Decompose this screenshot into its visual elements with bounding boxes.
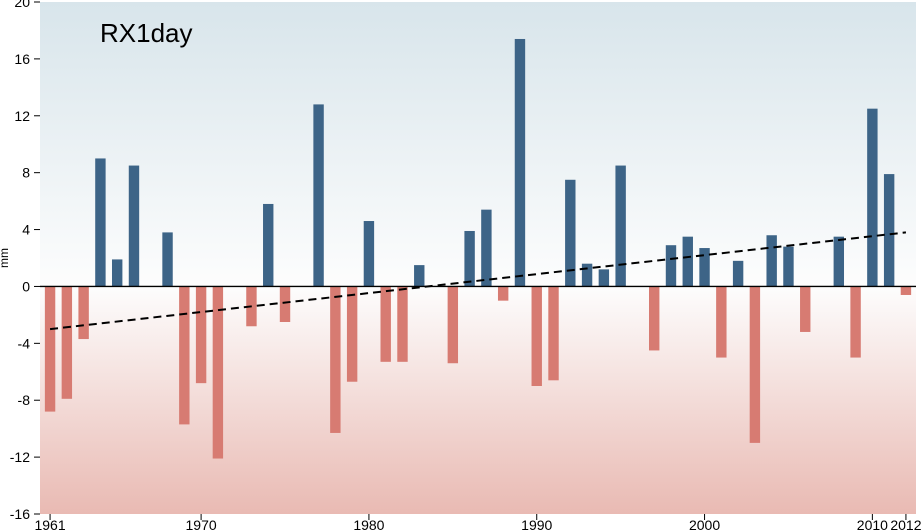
bar-1991: [548, 286, 558, 380]
bar-1974: [263, 204, 273, 286]
bar-1989: [515, 39, 525, 286]
bar-1966: [129, 166, 139, 287]
bar-2004: [766, 235, 776, 286]
rx1day-anomaly-chart: -16 -12 -8 -4 0 4 8 12 16 20 mm 1961 1970 1980 1990 200…: [0, 0, 924, 531]
bar-1964: [95, 158, 105, 286]
bar-1985: [448, 286, 458, 363]
bar-1963: [78, 286, 88, 339]
bar-2000: [699, 248, 709, 286]
bar-2005: [783, 247, 793, 287]
chart-title: RX1day: [100, 18, 193, 48]
bar-1971: [213, 286, 223, 458]
bar-1986: [464, 231, 474, 286]
bar-1969: [179, 286, 189, 424]
bar-2009: [850, 286, 860, 357]
y-axis-label: mm: [0, 248, 11, 268]
x-tick-label: 1970: [186, 517, 217, 531]
bar-1970: [196, 286, 206, 383]
y-tick-label: 12: [14, 108, 30, 124]
y-tick-label: 4: [22, 222, 30, 238]
bar-1980: [364, 221, 374, 286]
bar-1998: [666, 245, 676, 286]
bar-1995: [615, 166, 625, 287]
bar-1994: [599, 269, 609, 286]
bar-1993: [582, 264, 592, 287]
bar-2008: [834, 237, 844, 287]
bar-1961: [45, 286, 55, 411]
x-tick-label: 1990: [521, 517, 552, 531]
bar-1982: [397, 286, 407, 361]
background-lower: [40, 286, 916, 514]
y-tick-label: -4: [18, 335, 31, 351]
bar-1999: [683, 237, 693, 287]
bar-1990: [532, 286, 542, 386]
bar-2010: [867, 109, 877, 287]
bar-1983: [414, 265, 424, 286]
y-tick-label: 16: [14, 51, 30, 67]
bar-1987: [481, 210, 491, 287]
bar-1977: [313, 104, 323, 286]
bar-1988: [498, 286, 508, 300]
y-tick-label: 0: [22, 278, 30, 294]
bar-1965: [112, 259, 122, 286]
y-tick-label: 20: [14, 0, 30, 10]
x-tick-label: 1961: [34, 517, 65, 531]
x-tick-label: 1980: [353, 517, 384, 531]
bar-2003: [750, 286, 760, 442]
y-tick-label: -8: [18, 392, 31, 408]
x-tick-label: 2010: [857, 517, 888, 531]
chart-svg: -16 -12 -8 -4 0 4 8 12 16 20 mm 1961 1970 1980 1990 200…: [0, 0, 924, 531]
bar-1968: [162, 232, 172, 286]
bar-1975: [280, 286, 290, 322]
bar-2011: [884, 174, 894, 286]
x-tick-label: 2012: [890, 517, 921, 531]
y-tick-label: -12: [10, 449, 30, 465]
x-tick-label: 2000: [689, 517, 720, 531]
y-tick-label: -16: [10, 506, 30, 522]
bar-1979: [347, 286, 357, 381]
bar-2002: [733, 261, 743, 287]
y-tick-label: 8: [22, 165, 30, 181]
bar-2001: [716, 286, 726, 357]
bar-1978: [330, 286, 340, 432]
bar-2006: [800, 286, 810, 332]
bar-1981: [380, 286, 390, 361]
bar-1997: [649, 286, 659, 350]
bar-1962: [62, 286, 72, 398]
bar-2012: [901, 286, 911, 295]
